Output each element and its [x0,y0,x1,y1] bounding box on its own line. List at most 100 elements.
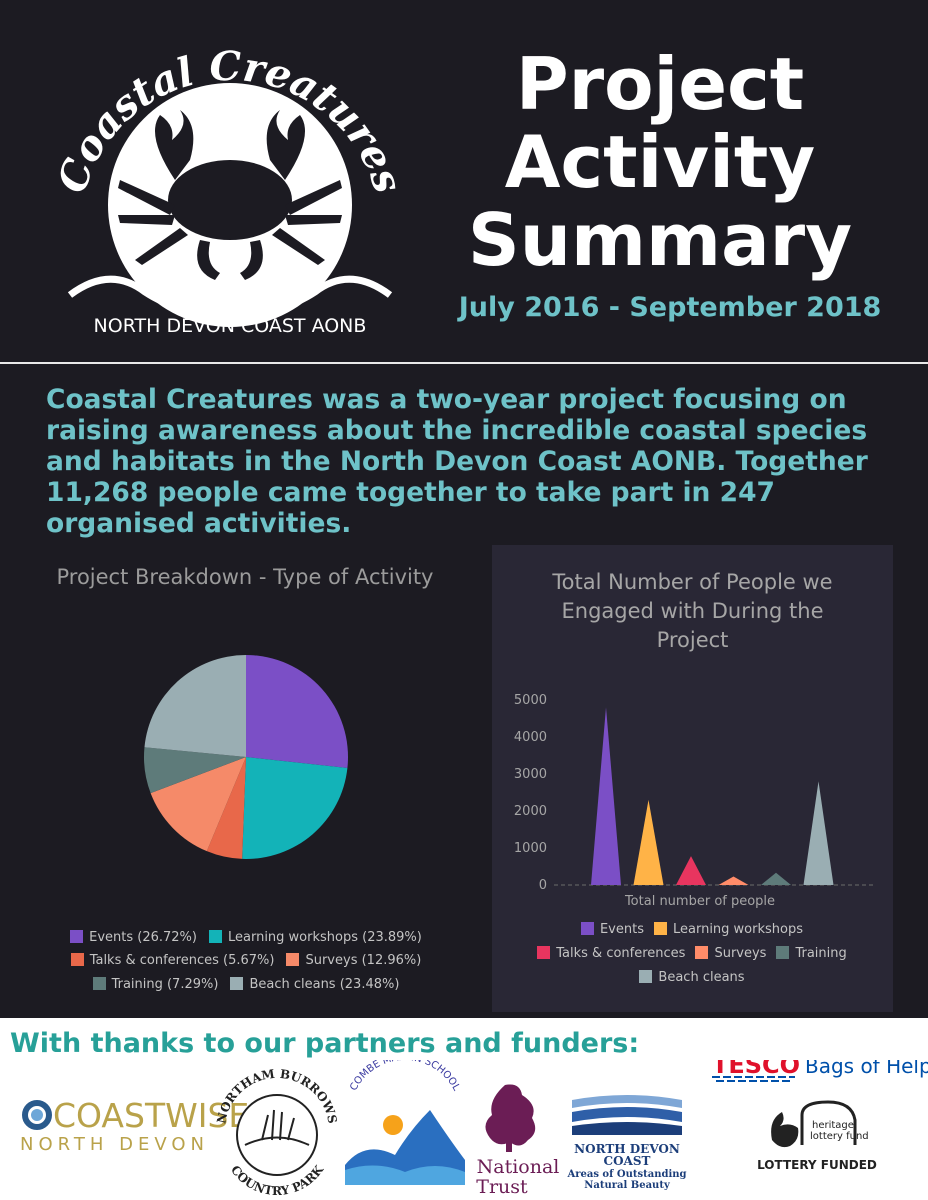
bar-legend-item: Surveys [695,946,766,961]
pie-slice [144,655,246,757]
legend-swatch [70,953,84,966]
bar-legend-item: Beach cleans [639,970,745,985]
bar-title-line: Total Number of People we [552,570,833,594]
legend-swatch [92,977,106,990]
bar-legend-label: Surveys [714,946,767,961]
bar-title-line: Project [656,628,729,652]
bar-mark [803,781,834,885]
legend-swatch [695,946,709,959]
date-range: July 2016 - September 2018 [458,292,882,323]
pie-legend-item: Training (7.29%) [92,977,219,992]
title-line: Activity [504,120,816,204]
divider [0,362,928,364]
coastwise-sub: NORTH DEVON [20,1134,209,1155]
pie-slice [206,757,246,859]
bar-legend-label: Learning workshops [672,922,804,937]
pie-legend-item: Talks & conferences (5.67%) [70,953,275,968]
ndc-text-2: COAST [604,1154,651,1168]
bar-legend-label: Beach cleans [658,970,745,985]
legend-swatch [776,946,790,959]
bar-mark [591,707,621,885]
bar-mark [718,876,749,885]
pie-slice [143,747,246,794]
page-title: Project Activity Summary [440,45,880,279]
pie-legend-row: Training (7.29%) Beach cleans (23.48%) [92,977,399,992]
legend-swatch [208,930,222,943]
bar-legend-label: Events [599,922,644,937]
pie-legend-label: Learning workshops (23.89%) [227,930,422,945]
logo-sub-text: NORTH DEVON COAST AONB [94,315,367,337]
legend-swatch [537,946,551,959]
pie-legend-item: Beach cleans (23.48%) [230,977,399,992]
heritage-lottery-fund-logo: heritage lottery fund LOTTERY FUNDED [757,1100,877,1172]
tesco-text: TESCO [712,1060,800,1079]
pie-legend-label: Surveys (12.96%) [305,953,422,968]
bar-legend-row: Events Learning workshops [580,922,804,937]
bar-mark [633,799,664,885]
intro-text: Coastal Creatures was a two-year project… [46,384,868,539]
pie-legend-label: Training (7.29%) [111,977,219,992]
pie-slice [242,757,348,859]
pie-legend-label: Events (26.72%) [89,930,197,945]
crab-icon [118,110,342,280]
title-line: Summary [467,198,853,282]
pie-legend-row: Talks & conferences (5.67%) Surveys (12.9… [70,953,421,968]
bar-legend-item: Events [580,922,644,937]
partner-logos: COASTWISE NORTH DEVON NORTHAM BURROWS CO… [20,1060,928,1198]
bar-chart-panel [492,545,893,1012]
hlf-text-1: heritage [812,1120,854,1131]
pie-legend-item: Learning workshops (23.89%) [208,930,422,945]
legend-swatch [70,930,84,943]
tesco-bags-of-help-logo: TESCO Bags of Help [712,1060,928,1082]
bar-y-tick-label: 1000 [514,841,547,856]
ndc-text-3: Areas of Outstanding [566,1169,686,1180]
pie-legend-item: Events (26.72%) [70,930,197,945]
legend-swatch [639,970,653,983]
bar-legend-row: Talks & conferences Surveys Training [537,946,847,961]
national-trust-logo: National Trust [476,1084,559,1198]
title-line: Project [515,42,805,126]
bar-title-line: Engaged with During the [561,599,824,623]
pie-slice [150,757,246,852]
pie-legend-row: Events (26.72%) Learning workshops (23.89… [70,930,422,945]
pie-chart [143,655,348,859]
coastal-creatures-logo: Coastal Creatures NORTH DEVON COAST AONB [50,43,410,337]
national-trust-text-2: Trust [476,1176,528,1198]
bar-y-tick-label: 4000 [514,730,547,745]
pie-slice [246,655,348,768]
legend-swatch [230,977,244,990]
bar-chart: 5000 4000 3000 2000 1000 0 Total number of pe… [514,693,874,909]
bar-y-tick-label: 0 [539,878,547,893]
bar-legend-row: Beach cleans [639,970,745,985]
bar-y-tick-label: 5000 [514,693,547,708]
bar-y-tick-label: 2000 [514,804,547,819]
coastwise-logo: COASTWISE NORTH DEVON [20,1096,249,1155]
pie-legend-label: Beach cleans (23.48%) [249,977,400,992]
bar-y-tick-label: 3000 [514,767,547,782]
ndc-text-1: NORTH DEVON [574,1142,680,1156]
pie-chart-title: Project Breakdown - Type of Activity [56,565,434,589]
hlf-text-2: lottery fund [810,1131,869,1142]
bar-legend-item: Talks & conferences [537,946,685,961]
bar-chart-title: Total Number of People we Engaged with D… [492,568,893,655]
national-trust-text-1: National [477,1156,560,1178]
hlf-text-3: LOTTERY FUNDED [757,1158,877,1172]
bar-mark [676,856,706,885]
ndc-text-4: Natural Beauty [584,1180,671,1191]
pie-legend-item: Surveys (12.96%) [286,953,421,968]
pie-legend-label: Talks & conferences (5.67%) [89,953,275,968]
north-devon-coast-aonb-logo: NORTH DEVON COAST Areas of Outstanding N… [566,1080,687,1191]
bar-x-axis-label: Total number of people [624,894,775,909]
bar-legend-item: Learning workshops [653,922,804,937]
bar-legend-label: Talks & conferences [556,946,686,961]
bar-mark [761,872,791,885]
combe-martin-text: COMBE MARTIN SCHOOL [348,1060,462,1093]
svg-text:COMBE MARTIN SCHOOL: COMBE MARTIN SCHOOL [348,1060,462,1093]
combe-martin-school-logo: COMBE MARTIN SCHOOL [345,1060,465,1185]
coastwise-text: COASTWISE [53,1096,249,1135]
legend-swatch [653,922,667,935]
bags-of-help-text: Bags of Help [805,1060,928,1078]
legend-swatch [580,922,594,935]
bar-legend-item: Training [776,946,847,961]
bar-legend-label: Training [795,946,847,961]
